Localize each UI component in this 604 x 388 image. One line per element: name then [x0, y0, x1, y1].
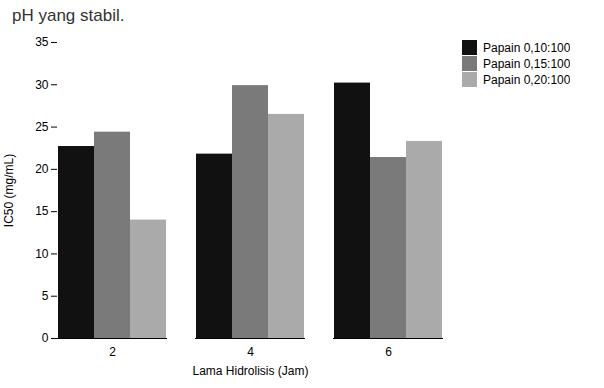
- svg-text:2: 2: [109, 345, 116, 359]
- html-text:Papain 0,15:100: Papain 0,15:100: [483, 56, 571, 71]
- svg-text:20: 20: [35, 162, 49, 176]
- svg-text:25: 25: [35, 120, 49, 134]
- svg-text:4: 4: [247, 345, 254, 359]
- svg-text:0: 0: [42, 331, 49, 345]
- svg-text:30: 30: [35, 78, 49, 92]
- html-text:pH yang stabil.: pH yang stabil.: [12, 6, 125, 25]
- html-text:Papain 0,20:100: Papain 0,20:100: [483, 72, 571, 87]
- svg-text:6: 6: [385, 345, 392, 359]
- svg-text:35: 35: [35, 35, 49, 49]
- svg-text:15: 15: [35, 204, 49, 218]
- svg-text:10: 10: [35, 247, 49, 261]
- svg-text:Lama Hidrolisis (Jam): Lama Hidrolisis (Jam): [192, 364, 308, 378]
- svg-text:5: 5: [42, 289, 49, 303]
- html-text:Papain 0,10:100: Papain 0,10:100: [483, 40, 571, 55]
- svg-text:IC50 (mg/mL): IC50 (mg/mL): [2, 154, 16, 227]
